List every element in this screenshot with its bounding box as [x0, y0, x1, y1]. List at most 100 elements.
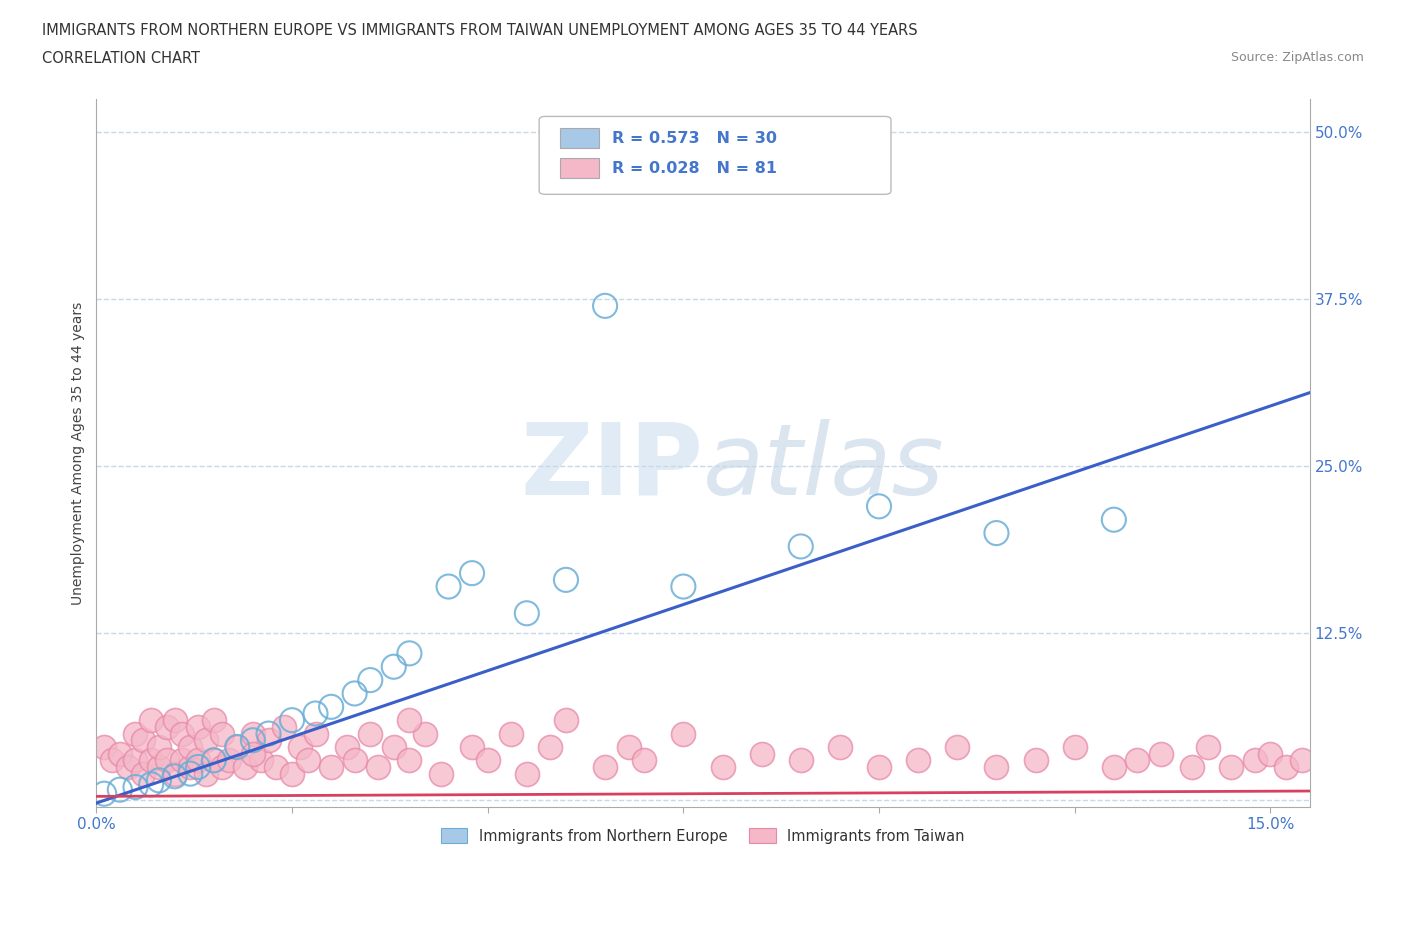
Point [828, 739, 851, 754]
Legend: Immigrants from Northern Europe, Immigrants from Taiwan: Immigrants from Northern Europe, Immigra… [436, 822, 970, 849]
Point [868, 498, 890, 513]
Point [132, 766, 155, 781]
Point [382, 739, 405, 754]
Point [538, 739, 561, 754]
Point [986, 760, 1008, 775]
Point [555, 572, 578, 587]
Point [555, 712, 578, 727]
Point [1102, 760, 1125, 775]
Point [398, 712, 420, 727]
Point [226, 739, 249, 754]
Point [163, 766, 186, 781]
Point [751, 746, 773, 761]
Point [304, 706, 326, 721]
Point [1102, 512, 1125, 527]
Point [1025, 753, 1047, 768]
Point [593, 760, 616, 775]
Point [187, 720, 209, 735]
Point [790, 539, 813, 554]
Point [156, 720, 179, 735]
Point [156, 753, 179, 768]
Point [1181, 760, 1204, 775]
Point [108, 746, 131, 761]
Point [139, 777, 162, 791]
Text: Source: ZipAtlas.com: Source: ZipAtlas.com [1230, 51, 1364, 64]
Point [124, 753, 146, 768]
Point [413, 726, 436, 741]
Text: IMMIGRANTS FROM NORTHERN EUROPE VS IMMIGRANTS FROM TAIWAN UNEMPLOYMENT AMONG AGE: IMMIGRANTS FROM NORTHERN EUROPE VS IMMIG… [42, 23, 918, 38]
Point [359, 672, 381, 687]
Point [202, 753, 225, 768]
Point [398, 646, 420, 661]
Point [359, 726, 381, 741]
Bar [560, 128, 599, 148]
Point [101, 753, 124, 768]
Point [179, 766, 201, 781]
Point [1291, 753, 1313, 768]
Point [249, 753, 271, 768]
Point [382, 659, 405, 674]
Point [1243, 753, 1265, 768]
Point [194, 766, 217, 781]
Point [139, 712, 162, 727]
Point [633, 753, 655, 768]
Point [179, 739, 201, 754]
Point [218, 753, 240, 768]
Point [304, 726, 326, 741]
Point [501, 726, 523, 741]
Point [672, 726, 695, 741]
Point [273, 720, 295, 735]
Point [516, 766, 538, 781]
FancyBboxPatch shape [538, 116, 891, 194]
Point [202, 753, 225, 768]
Point [148, 739, 170, 754]
Point [461, 565, 484, 580]
Point [172, 726, 194, 741]
Point [711, 760, 734, 775]
Point [242, 746, 264, 761]
Point [672, 579, 695, 594]
Point [593, 299, 616, 313]
Point [1150, 746, 1173, 761]
Point [163, 769, 186, 784]
Point [148, 760, 170, 775]
Point [477, 753, 499, 768]
Point [336, 739, 359, 754]
Point [516, 605, 538, 620]
Point [139, 753, 162, 768]
Point [1260, 746, 1282, 761]
Point [108, 782, 131, 797]
Text: atlas: atlas [703, 418, 945, 515]
Point [288, 739, 311, 754]
Point [242, 726, 264, 741]
Point [257, 733, 280, 748]
Point [343, 686, 366, 701]
Point [124, 779, 146, 794]
Point [1063, 739, 1085, 754]
Point [172, 753, 194, 768]
Point [93, 739, 115, 754]
Point [321, 760, 343, 775]
Point [986, 525, 1008, 540]
Point [946, 739, 969, 754]
Point [211, 726, 233, 741]
Point [1275, 760, 1298, 775]
Point [226, 739, 249, 754]
Point [790, 753, 813, 768]
Point [437, 579, 460, 594]
Point [297, 753, 319, 768]
Point [179, 760, 201, 775]
Point [132, 733, 155, 748]
Point [257, 726, 280, 741]
Point [907, 753, 929, 768]
Text: R = 0.028   N = 81: R = 0.028 N = 81 [612, 161, 778, 176]
Point [233, 760, 256, 775]
Y-axis label: Unemployment Among Ages 35 to 44 years: Unemployment Among Ages 35 to 44 years [72, 301, 86, 604]
Point [1197, 739, 1219, 754]
Point [242, 733, 264, 748]
Point [429, 766, 451, 781]
Point [1220, 760, 1243, 775]
Text: R = 0.573   N = 30: R = 0.573 N = 30 [612, 131, 778, 146]
Point [868, 760, 890, 775]
Point [617, 165, 640, 179]
